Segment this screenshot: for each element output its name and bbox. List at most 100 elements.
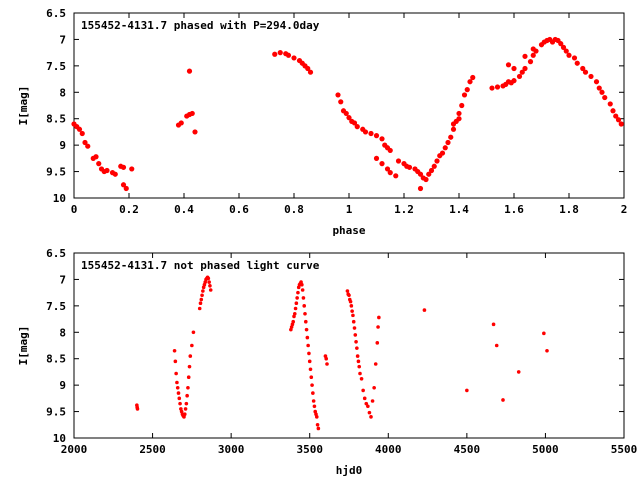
bottom-chart: 2000 2500 3000 3500 4000 4500 5000 5500 6.5 7 7.5 8… <box>17 247 637 477</box>
data-point <box>372 385 376 390</box>
y-tick-label: 9 <box>59 379 66 392</box>
data-point <box>376 325 380 329</box>
data-point <box>461 92 468 98</box>
x-tick-label: 4500 <box>454 443 481 456</box>
data-point <box>368 130 374 137</box>
data-point <box>183 407 188 411</box>
x-tick-label: 0.4 <box>174 203 194 216</box>
data-point <box>450 121 457 127</box>
data-point <box>358 371 362 376</box>
data-point <box>186 375 191 380</box>
data-point <box>422 308 427 312</box>
data-point <box>607 101 613 107</box>
data-point <box>530 46 536 52</box>
data-point <box>79 130 85 137</box>
data-point <box>464 87 470 93</box>
data-point <box>375 341 380 345</box>
data-point <box>316 426 321 431</box>
data-point <box>566 52 572 58</box>
data-point <box>305 65 311 72</box>
x-tick-label: 0.2 <box>119 203 139 216</box>
x-tick-label: 1.6 <box>504 203 524 216</box>
data-point <box>192 129 198 135</box>
data-point <box>285 52 292 58</box>
data-point <box>346 115 352 121</box>
data-point <box>295 296 299 300</box>
data-point <box>294 301 299 306</box>
y-tick-label: 10 <box>53 432 66 445</box>
data-point <box>188 354 193 358</box>
y-tick-label: 10 <box>53 192 66 205</box>
data-point <box>456 116 462 122</box>
x-tick-label: 0.6 <box>229 203 249 216</box>
data-point <box>379 136 385 142</box>
data-point <box>563 48 569 54</box>
data-point <box>272 51 278 57</box>
x-axis-label: hjd0 <box>336 464 363 477</box>
data-point <box>377 315 381 320</box>
data-point <box>199 297 204 302</box>
data-point <box>494 84 501 90</box>
data-point <box>186 68 193 74</box>
data-point <box>511 65 517 72</box>
data-point <box>120 164 127 170</box>
data-point <box>309 375 314 380</box>
data-point <box>307 351 311 356</box>
data-points <box>135 275 549 431</box>
data-point <box>311 391 315 395</box>
data-point <box>439 150 446 156</box>
data-point <box>300 282 304 287</box>
data-point <box>207 280 211 284</box>
data-point <box>300 288 305 292</box>
data-point <box>93 154 99 160</box>
data-point <box>182 412 187 417</box>
data-point <box>291 55 297 61</box>
plot-frame <box>73 252 625 439</box>
y-tick-label: 9.5 <box>46 406 66 419</box>
data-point <box>384 166 391 172</box>
data-point <box>501 398 505 402</box>
data-point <box>175 385 180 390</box>
x-tick-label: 1.4 <box>449 203 469 216</box>
data-point <box>351 120 358 126</box>
data-point <box>176 391 181 395</box>
data-point <box>395 158 402 164</box>
data-point <box>456 110 462 117</box>
data-point <box>560 44 567 50</box>
data-point <box>574 60 580 66</box>
data-point <box>187 364 192 369</box>
data-point <box>96 161 102 167</box>
data-point <box>172 348 177 353</box>
data-point <box>129 166 135 172</box>
data-point <box>522 53 528 59</box>
data-point <box>184 401 189 406</box>
plot-frame <box>73 12 625 199</box>
data-point <box>104 167 110 174</box>
data-point <box>307 69 314 75</box>
y-tick-label: 7 <box>59 273 66 286</box>
data-point <box>201 289 205 293</box>
data-point <box>442 145 448 151</box>
data-point <box>178 120 184 126</box>
data-point <box>618 121 624 127</box>
data-point <box>450 126 457 132</box>
data-point <box>505 62 512 68</box>
data-point <box>304 327 309 332</box>
data-point <box>310 383 314 387</box>
data-point <box>315 422 320 427</box>
data-point <box>599 89 605 95</box>
data-point <box>370 399 375 403</box>
data-point <box>191 330 196 335</box>
data-point <box>516 370 521 374</box>
data-point <box>197 306 202 311</box>
data-point <box>343 110 349 117</box>
y-tick-label: 6.5 <box>46 7 66 20</box>
data-point <box>367 410 372 415</box>
y-tick-label: 7.5 <box>46 300 66 313</box>
y-tick-label: 7 <box>59 33 66 46</box>
chart-title: 155452-4131.7 not phased light curve <box>81 259 320 272</box>
data-point <box>305 335 310 340</box>
data-point <box>373 133 380 139</box>
data-point <box>208 288 213 292</box>
